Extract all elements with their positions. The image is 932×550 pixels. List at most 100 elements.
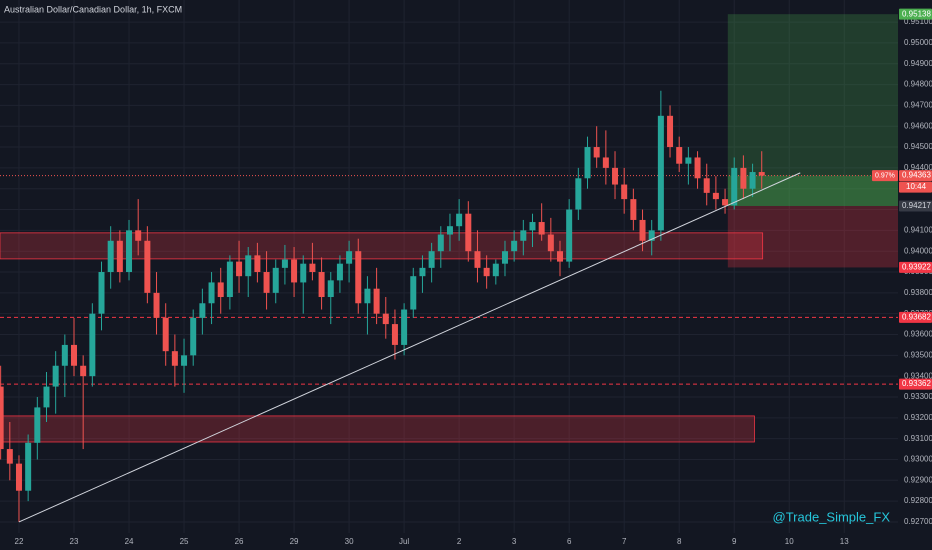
candle-body xyxy=(373,288,380,314)
candle-body xyxy=(621,184,628,200)
price-label: 0.93922 xyxy=(902,263,931,272)
countdown: 10:44 xyxy=(906,182,927,191)
y-tick-label: 0.94400 xyxy=(904,163,932,172)
candle-body xyxy=(667,115,674,148)
stop-zone xyxy=(727,205,898,268)
candle-body xyxy=(98,272,105,314)
candle-body xyxy=(382,313,389,325)
candle-body xyxy=(557,251,564,262)
y-tick-label: 0.92700 xyxy=(904,517,932,526)
candle-body xyxy=(291,259,298,283)
candle-body xyxy=(712,192,719,200)
y-tick-label: 0.94000 xyxy=(904,246,932,255)
y-tick-label: 0.93100 xyxy=(904,434,932,443)
x-tick-label: 13 xyxy=(840,537,849,546)
change-label-bg xyxy=(872,170,898,182)
candle-body xyxy=(657,115,664,231)
candle-body xyxy=(694,157,701,179)
y-tick-label: 0.93400 xyxy=(904,371,932,380)
y-tick-label: 0.93200 xyxy=(904,413,932,422)
candle-body xyxy=(116,240,123,273)
candle-body xyxy=(676,147,683,164)
y-tick-label: 0.93600 xyxy=(904,330,932,339)
candle-body xyxy=(529,222,536,231)
candle-body xyxy=(318,272,325,298)
candle-body xyxy=(71,344,78,366)
watermark: @Trade_Simple_FX xyxy=(773,509,891,524)
candle-body xyxy=(0,386,4,450)
candle-body xyxy=(566,209,573,262)
candle-body xyxy=(263,272,270,293)
candle-body xyxy=(703,178,710,193)
candle-body xyxy=(6,449,13,464)
candle-body xyxy=(309,263,316,273)
x-tick-label: 8 xyxy=(677,537,682,546)
y-tick-label: 0.93800 xyxy=(904,288,932,297)
x-tick-label: 6 xyxy=(567,537,572,546)
candle-body xyxy=(153,292,160,318)
candle-body xyxy=(336,263,343,281)
zone xyxy=(0,232,764,260)
candle-body xyxy=(391,324,398,345)
candle-body xyxy=(593,147,600,158)
y-tick-label: 0.94800 xyxy=(904,80,932,89)
x-tick-label: 26 xyxy=(235,537,244,546)
candle-body xyxy=(749,172,756,189)
candle-body xyxy=(437,234,444,252)
price-label: 0.94217 xyxy=(902,201,931,210)
candle-body xyxy=(199,303,206,318)
candle-body xyxy=(520,230,527,241)
candle-body xyxy=(89,313,96,377)
price-label-bg xyxy=(899,170,932,182)
candle-body xyxy=(43,386,50,408)
y-tick-label: 0.93300 xyxy=(904,392,932,401)
candle-body xyxy=(410,276,417,310)
y-tick-label: 0.94600 xyxy=(904,121,932,130)
price-label-bg xyxy=(899,200,932,212)
candle-body xyxy=(171,351,178,366)
candle-body xyxy=(612,167,619,185)
price-label: 0.94363 xyxy=(902,171,931,180)
candle-body xyxy=(538,222,545,235)
y-tick-label: 0.95000 xyxy=(904,38,932,47)
candle-body xyxy=(272,267,279,293)
y-tick-label: 0.94900 xyxy=(904,59,932,68)
candle-body xyxy=(731,167,738,206)
x-tick-label: 25 xyxy=(180,537,189,546)
price-label-bg xyxy=(899,8,932,20)
open-profit xyxy=(727,175,898,206)
x-tick-label: 22 xyxy=(15,537,24,546)
candle-body xyxy=(602,157,609,168)
candle-body xyxy=(208,282,215,304)
y-tick-label: 0.94500 xyxy=(904,142,932,151)
candle-body xyxy=(281,259,288,268)
y-tick-label: 0.94700 xyxy=(904,101,932,110)
candle-body xyxy=(501,251,508,264)
zone xyxy=(0,415,755,443)
candle-body xyxy=(492,263,499,277)
candle-body xyxy=(181,355,188,366)
candle-body xyxy=(52,365,59,387)
candle-body xyxy=(126,230,133,273)
candle-body xyxy=(584,147,591,179)
y-tick-label: 0.93000 xyxy=(904,455,932,464)
candle-body xyxy=(575,178,582,210)
plot-area xyxy=(0,14,898,523)
candle-body xyxy=(547,234,554,252)
candle-body xyxy=(327,280,334,298)
y-tick-label: 0.92900 xyxy=(904,475,932,484)
candle-body xyxy=(419,267,426,277)
candle-body xyxy=(135,230,142,241)
axes: 0.92700 0.92800 0.92900 0.93000 0.93100 0.932… xyxy=(15,8,932,546)
candle-body xyxy=(355,251,362,304)
x-tick-label: Jul xyxy=(399,537,409,546)
candle-body xyxy=(758,172,765,176)
price-label: 0.93682 xyxy=(902,313,931,322)
trendline xyxy=(18,172,801,523)
y-tick-label: 0.95100 xyxy=(904,17,932,26)
candle-body xyxy=(456,213,463,227)
candle-body xyxy=(483,267,490,277)
candle-body xyxy=(474,251,481,268)
countdown-bg xyxy=(899,181,932,193)
